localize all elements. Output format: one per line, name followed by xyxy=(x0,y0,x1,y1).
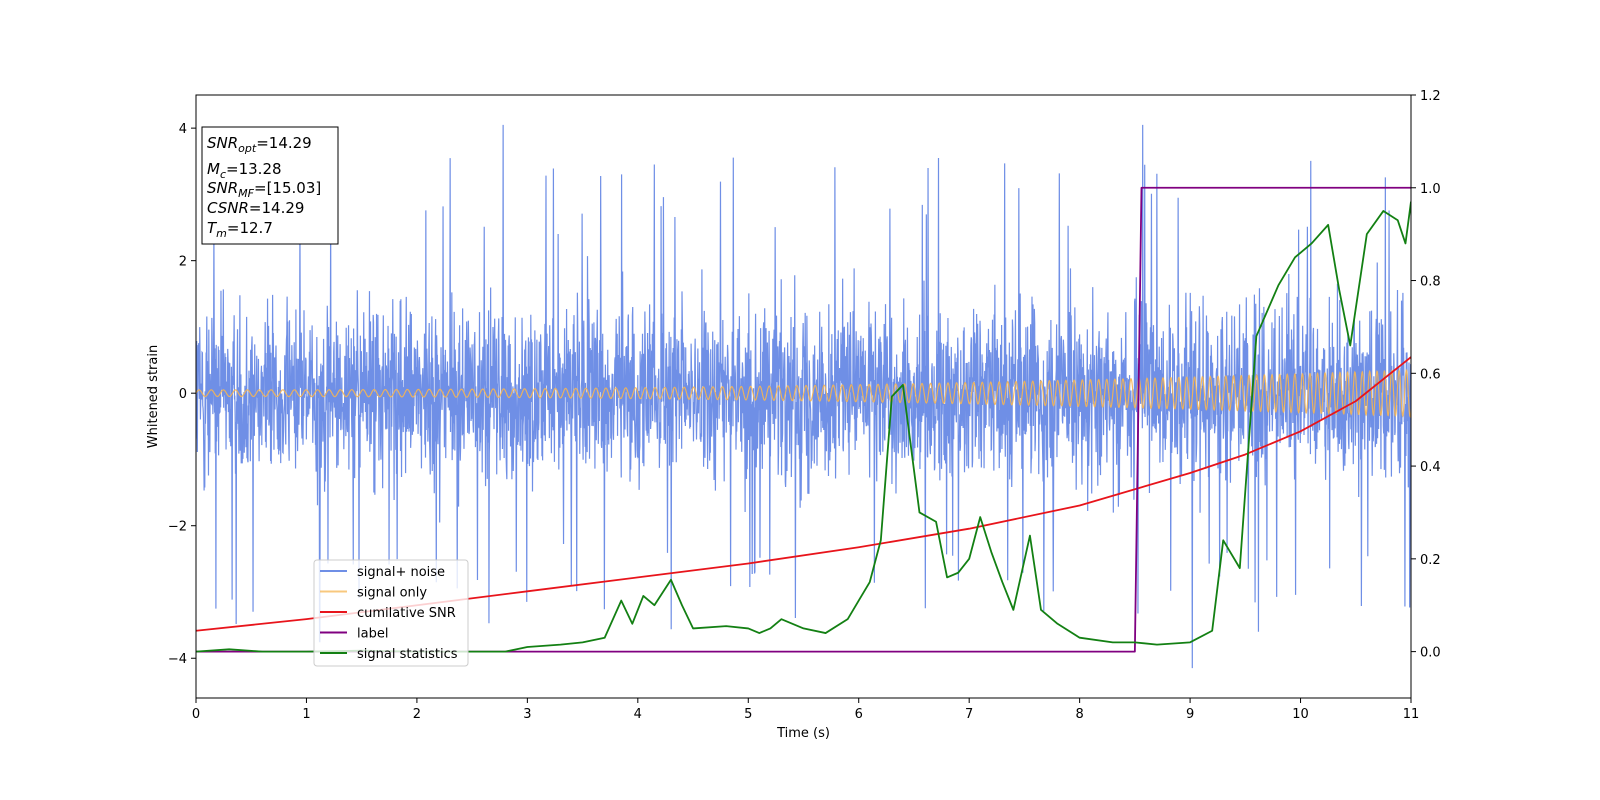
legend: signal+ noise signal only cumilative SNR la… xyxy=(313,559,469,667)
x-tick-label: 0 xyxy=(192,707,200,722)
x-axis: 0 1 2 3 4 5 6 7 8 9 10 11 xyxy=(192,698,1419,722)
y2-tick-label: 0.4 xyxy=(1420,460,1441,475)
x-tick-label: 4 xyxy=(634,707,642,722)
info-mc: Mc=13.28 xyxy=(207,160,282,181)
x-tick-label: 7 xyxy=(965,707,973,722)
info-tm: Tm=12.7 xyxy=(207,219,273,240)
legend-label: cumilative SNR xyxy=(357,606,456,621)
info-snr-opt: SNRopt=14.29 xyxy=(207,134,312,155)
series-label xyxy=(196,186,1411,653)
y-tick-label: 0 xyxy=(179,387,187,402)
legend-label: signal+ noise xyxy=(357,565,445,580)
y2-tick-label: 1.2 xyxy=(1420,89,1441,104)
x-tick-label: 1 xyxy=(302,707,310,722)
y-tick-label: −4 xyxy=(168,652,187,667)
x-tick-label: 9 xyxy=(1186,707,1194,722)
x-tick-label: 10 xyxy=(1292,707,1309,722)
series-signal-only xyxy=(196,368,1411,418)
x-tick-label: 8 xyxy=(1075,707,1083,722)
x-tick-label: 11 xyxy=(1403,707,1420,722)
info-box-frame xyxy=(201,126,339,245)
legend-label: signal statistics xyxy=(357,647,458,662)
y-axis-label: Whitened strain xyxy=(146,345,161,448)
y-axis-left: 4 2 0 −2 −4 xyxy=(168,122,196,667)
plot-frame xyxy=(195,94,1412,699)
series-signal-noise xyxy=(196,124,1411,669)
y-tick-label: −2 xyxy=(168,520,187,535)
y2-tick-label: 0.8 xyxy=(1420,275,1441,290)
x-axis-label: Time (s) xyxy=(776,726,830,741)
y2-tick-label: 1.0 xyxy=(1420,182,1441,197)
x-tick-label: 5 xyxy=(744,707,752,722)
legend-frame xyxy=(313,559,469,667)
y-tick-label: 2 xyxy=(179,255,187,270)
y2-tick-label: 0.6 xyxy=(1420,367,1441,382)
info-box: SNRopt=14.29 Mc=13.28 SNRMF=[15.03] CSNR… xyxy=(201,126,339,245)
y-tick-label: 4 xyxy=(179,122,187,137)
x-tick-label: 2 xyxy=(413,707,421,722)
y2-tick-label: 0.2 xyxy=(1420,553,1441,568)
legend-label: label xyxy=(357,627,388,642)
series-signal-statistics xyxy=(196,201,1411,653)
x-tick-label: 6 xyxy=(855,707,863,722)
info-csnr: CSNR=14.29 xyxy=(207,199,304,217)
info-snr-mf: SNRMF=[15.03] xyxy=(207,179,321,200)
y-axis-right: 1.2 1.0 0.8 0.6 0.4 0.2 0.0 xyxy=(1411,89,1441,661)
x-tick-label: 3 xyxy=(523,707,531,722)
y2-tick-label: 0.0 xyxy=(1420,646,1441,661)
legend-label: signal only xyxy=(357,586,427,601)
